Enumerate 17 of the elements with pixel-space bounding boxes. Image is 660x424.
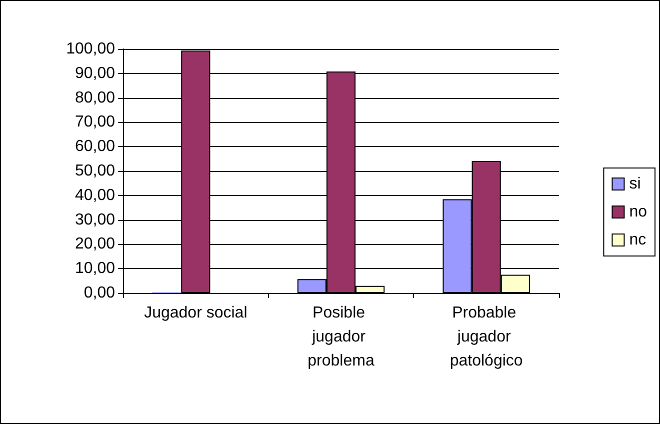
y-tick-label: 20,00 — [74, 236, 116, 253]
x-tick-label: Probable jugador patológico — [450, 304, 523, 370]
y-tick-label: 80,00 — [74, 89, 116, 106]
legend-label: nc — [629, 232, 646, 248]
y-tick-label: 100,00 — [66, 40, 116, 58]
x-tick-label: Jugador social — [144, 304, 248, 322]
y-tick-label: 60,00 — [74, 138, 116, 156]
legend-label: si — [629, 176, 641, 192]
legend-label: no — [629, 204, 648, 220]
y-tick-label: 30,00 — [74, 211, 116, 228]
y-tick-label: 50,00 — [74, 162, 116, 180]
y-tick-label: 90,00 — [74, 64, 116, 82]
y-tick-label: 10,00 — [74, 260, 116, 278]
x-tick-label: Posible jugador problema — [308, 304, 374, 370]
y-tick-label: 70,00 — [74, 114, 116, 131]
y-tick-label: 0,00 — [84, 284, 116, 302]
y-tick-label: 40,00 — [74, 186, 116, 204]
